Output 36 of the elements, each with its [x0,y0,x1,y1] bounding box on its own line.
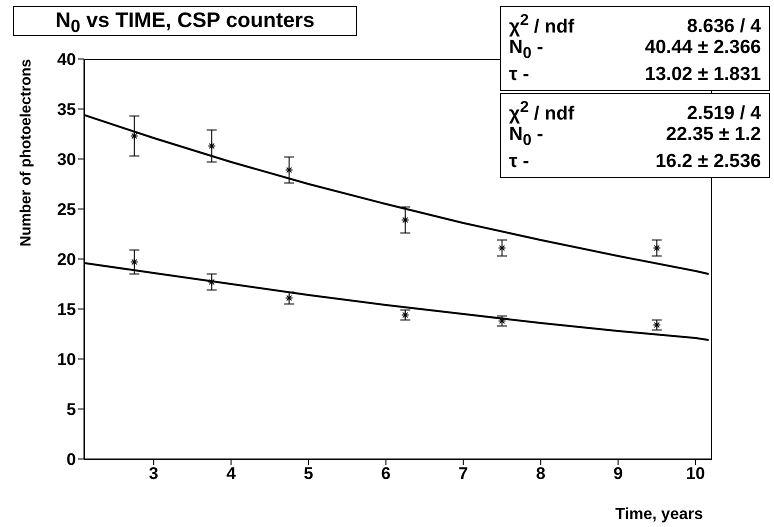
y-tick-label: 0 [66,450,76,470]
x-tick-label: 5 [304,464,314,484]
x-tick-label: 6 [381,464,391,484]
x-tick-label: 8 [536,464,546,484]
annotation: τ - [509,150,530,174]
point [285,294,294,302]
point [285,166,294,174]
x-tick-label: 10 [686,464,705,484]
point [208,142,216,150]
point [130,132,138,140]
y-tick-label: 40 [57,50,76,70]
annotation: N$_{0}$ - [509,124,544,149]
y-axis-title: Number of photoelectrons [18,59,35,247]
annotation: 16.2 ± 2.536 [655,150,761,174]
y-tick-label: 5 [66,400,76,420]
y-tick-label: 30 [57,150,76,170]
point [401,216,410,224]
y-tick-label: 15 [57,300,76,320]
annotation: τ - [509,63,530,87]
x-tick-label: 4 [226,464,236,484]
annotation: N$_{0}$ - [509,37,544,62]
y-tick-label: 25 [57,200,76,220]
y-tick-label: 10 [57,350,76,370]
x-tick-label: 7 [458,464,468,484]
point [130,258,138,266]
x-tick-label: 3 [148,464,158,484]
x-tick-label: 9 [613,464,623,484]
y-tick-label: 20 [57,250,76,270]
point [652,244,661,252]
y-tick-label: 35 [57,100,76,120]
x-axis-title: Time, years [615,506,704,523]
text: χ$^{2}$ / ndf [509,12,574,38]
chart-title: N$_{0}$ vs TIME, CSP counters [55,9,315,36]
annotation: 13.02 ± 1.831 [644,63,761,87]
annotation: χ$^{2}$ / ndf [509,99,574,124]
point [498,244,506,252]
